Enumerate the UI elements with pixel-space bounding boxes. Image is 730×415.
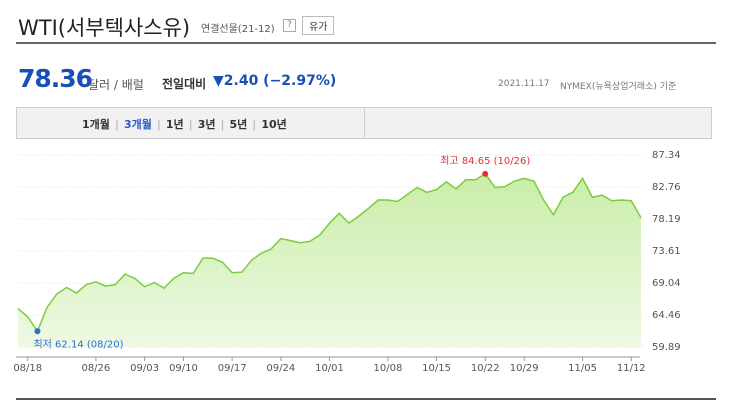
x-tick-label: 09/24 [266, 363, 295, 374]
tab-sep: | [156, 118, 161, 131]
tab-sep: | [220, 118, 225, 131]
x-tick-label: 08/26 [81, 363, 110, 374]
y-tick-label: 64.46 [652, 310, 681, 321]
extreme-marker [482, 170, 489, 177]
subtitle: 연결선물(21-12) [201, 24, 275, 35]
x-tick-label: 09/10 [169, 363, 198, 374]
divider [16, 42, 716, 44]
tab[interactable]: 5년 [229, 118, 248, 131]
tab-divider [364, 108, 365, 138]
x-tick-label: 10/29 [510, 363, 539, 374]
tab[interactable]: 1개월 [82, 118, 110, 131]
tab-sep: | [114, 118, 119, 131]
source: NYMEX(뉴욕상업거래소) 기준 [560, 82, 677, 92]
x-tick-label: 10/15 [422, 363, 451, 374]
help-icon[interactable]: ? [283, 19, 296, 32]
tab[interactable]: 3개월 [123, 118, 152, 131]
y-tick-label: 73.61 [652, 246, 681, 257]
tab-bar: 1개월 | 3개월 | 1년 | 3년 | 5년 | 10년 [16, 107, 712, 139]
tab-sep: | [188, 118, 193, 131]
y-tick-label: 59.89 [652, 342, 681, 353]
x-tick-label: 10/08 [373, 363, 402, 374]
x-tick-label: 11/05 [568, 363, 597, 374]
tab[interactable]: 3년 [197, 118, 216, 131]
tab-list: 1개월 | 3개월 | 1년 | 3년 | 5년 | 10년 [82, 116, 287, 132]
y-tick-label: 82.76 [652, 182, 681, 193]
x-tick-label: 10/01 [315, 363, 344, 374]
x-tick-label: 08/18 [13, 363, 42, 374]
price: 78.36 [18, 64, 93, 93]
y-tick-label: 87.34 [652, 150, 681, 161]
change: ▼2.40 (−2.97%) [213, 73, 337, 89]
extreme-marker [34, 328, 41, 335]
annotation: 최저 62.14 (08/20) [33, 338, 123, 350]
tab[interactable]: 1년 [165, 118, 184, 131]
unit: 달러 / 배럴 [88, 78, 144, 92]
tab-sep: | [252, 118, 257, 131]
tag-button[interactable]: 유가 [302, 16, 335, 35]
tab[interactable]: 10년 [261, 118, 287, 131]
x-tick-label: 11/12 [617, 363, 646, 374]
title: WTI(서부텍사스유) [18, 16, 191, 40]
change-label: 전일대비 [162, 77, 207, 91]
annotation: 최고 84.65 (10/26) [440, 155, 530, 167]
y-tick-label: 69.04 [652, 278, 681, 289]
y-tick-label: 78.19 [652, 214, 681, 225]
x-tick-label: 10/22 [471, 363, 500, 374]
x-tick-label: 09/17 [218, 363, 247, 374]
area [18, 173, 641, 347]
x-tick-label: 09/03 [130, 363, 159, 374]
date: 2021.11.17 [498, 79, 550, 89]
line [17, 172, 642, 333]
